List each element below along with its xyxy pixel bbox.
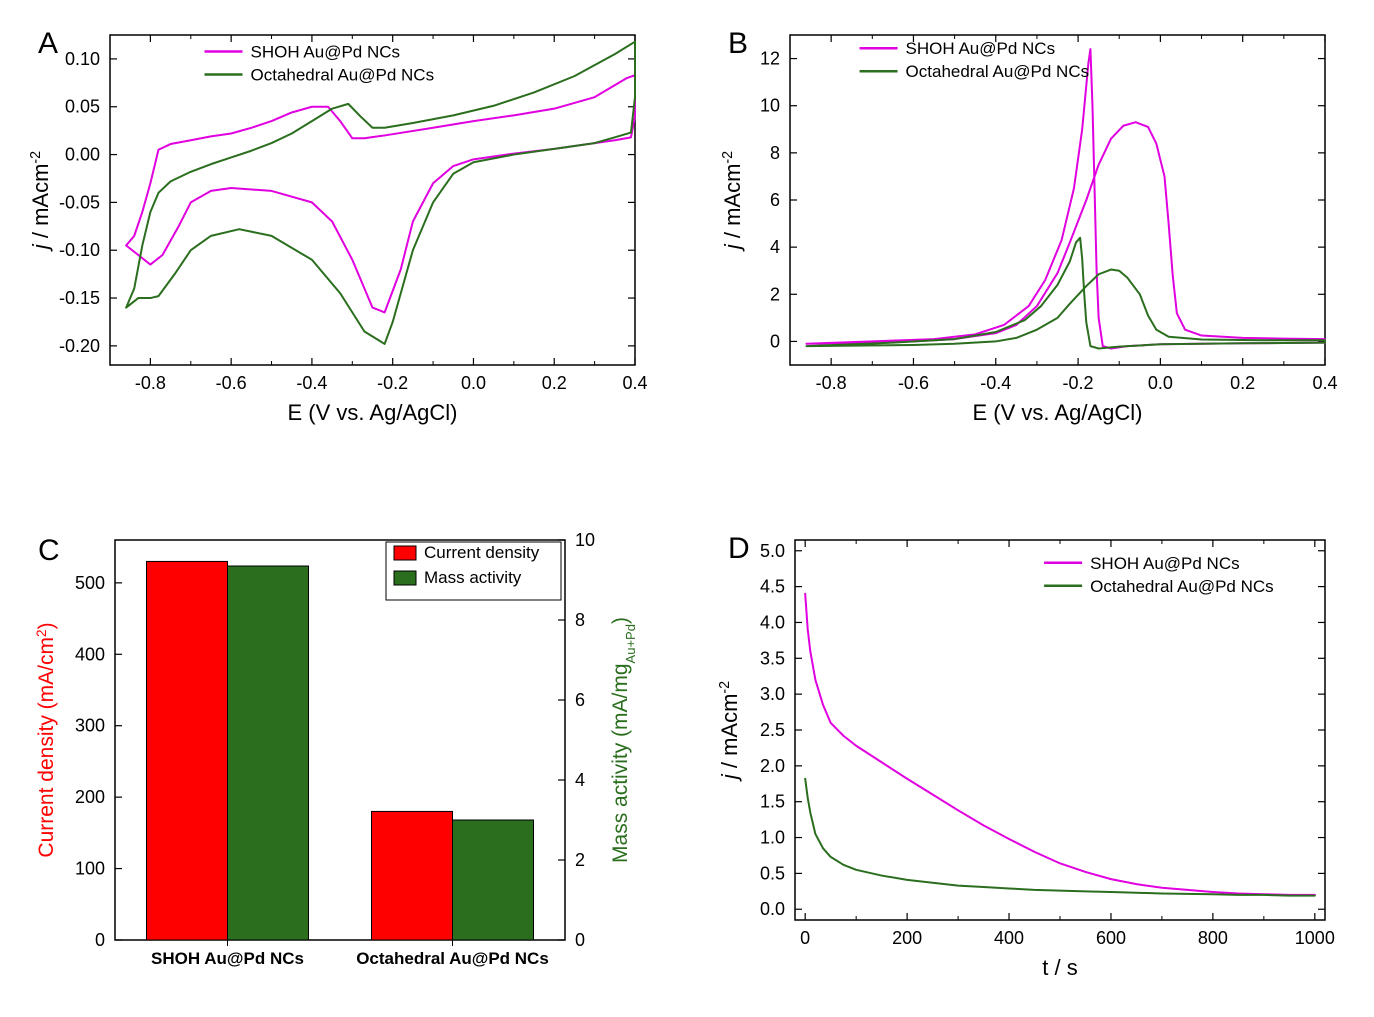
panel-a: -0.8 -0.6 -0.4 -0.2 0.0 0.2 0.4 -0.20 -0.15 -0.10…: [20, 15, 660, 445]
svg-text:t / s: t / s: [1042, 955, 1077, 980]
svg-text:4: 4: [575, 770, 585, 790]
svg-text:2.0: 2.0: [760, 756, 785, 776]
panel-c: 0 100 200 300 400 500 0 2 4 6 8 10 SHOH Au@Pd NCs Oct…: [20, 520, 660, 1000]
svg-text:8: 8: [575, 610, 585, 630]
svg-text:Octahedral Au@Pd NCs: Octahedral Au@Pd NCs: [251, 66, 435, 85]
svg-text:1.0: 1.0: [760, 828, 785, 848]
svg-text:0.0: 0.0: [760, 899, 785, 919]
svg-text:-0.10: -0.10: [59, 240, 100, 260]
svg-text:Mass activity: Mass activity: [424, 568, 522, 587]
svg-text:2.5: 2.5: [760, 720, 785, 740]
svg-text:-0.05: -0.05: [59, 192, 100, 212]
svg-text:300: 300: [75, 716, 105, 736]
svg-text:Octahedral Au@Pd NCs: Octahedral Au@Pd NCs: [1090, 577, 1274, 596]
svg-text:-0.20: -0.20: [59, 336, 100, 356]
svg-text:600: 600: [1096, 928, 1126, 948]
svg-text:E (V vs. Ag/AgCl): E (V vs. Ag/AgCl): [973, 400, 1143, 425]
svg-text:0.4: 0.4: [622, 373, 647, 393]
svg-text:5.0: 5.0: [760, 541, 785, 561]
svg-text:-0.6: -0.6: [216, 373, 247, 393]
svg-text:C: C: [38, 534, 60, 567]
svg-text:800: 800: [1198, 928, 1228, 948]
svg-text:1000: 1000: [1295, 928, 1335, 948]
svg-text:2: 2: [770, 284, 780, 304]
panel-b: -0.8 -0.6 -0.4 -0.2 0.0 0.2 0.4 0 2 4 6 8 10 12 E (V v…: [710, 15, 1350, 445]
svg-text:200: 200: [75, 787, 105, 807]
svg-text:-0.8: -0.8: [816, 373, 847, 393]
svg-text:10: 10: [575, 530, 595, 550]
svg-text:0.2: 0.2: [1230, 373, 1255, 393]
svg-text:10: 10: [760, 96, 780, 116]
svg-text:SHOH Au@Pd NCs: SHOH Au@Pd NCs: [151, 949, 304, 968]
svg-text:0.5: 0.5: [760, 863, 785, 883]
svg-text:0.0: 0.0: [461, 373, 486, 393]
svg-text:0: 0: [95, 930, 105, 950]
svg-text:-0.2: -0.2: [1063, 373, 1094, 393]
svg-text:0: 0: [770, 331, 780, 351]
svg-text:-0.4: -0.4: [296, 373, 327, 393]
svg-text:4: 4: [770, 237, 780, 257]
svg-text:0: 0: [575, 930, 585, 950]
svg-text:400: 400: [75, 644, 105, 664]
svg-text:8: 8: [770, 143, 780, 163]
panel-d: 0 200 400 600 800 1000 0.0 0.5 1.0 1.5 2.0 2.5 3.0 3.…: [710, 520, 1350, 1000]
svg-text:j / mAcm-2: j / mAcm-2: [717, 681, 742, 782]
svg-text:0.10: 0.10: [65, 49, 100, 69]
svg-text:0.05: 0.05: [65, 97, 100, 117]
svg-text:SHOH Au@Pd NCs: SHOH Au@Pd NCs: [906, 39, 1056, 58]
svg-text:6: 6: [770, 190, 780, 210]
svg-text:0: 0: [800, 928, 810, 948]
svg-text:D: D: [728, 532, 750, 565]
svg-text:j / mAcm-2: j / mAcm-2: [720, 151, 745, 252]
svg-text:E (V vs. Ag/AgCl): E (V vs. Ag/AgCl): [288, 400, 458, 425]
svg-text:0.00: 0.00: [65, 145, 100, 165]
svg-text:-0.8: -0.8: [135, 373, 166, 393]
svg-text:4.5: 4.5: [760, 577, 785, 597]
svg-text:-0.15: -0.15: [59, 288, 100, 308]
svg-text:6: 6: [575, 690, 585, 710]
svg-text:0.4: 0.4: [1312, 373, 1337, 393]
svg-text:200: 200: [892, 928, 922, 948]
svg-text:SHOH Au@Pd NCs: SHOH Au@Pd NCs: [251, 43, 401, 62]
svg-text:0.0: 0.0: [1148, 373, 1173, 393]
svg-text:Octahedral Au@Pd NCs: Octahedral Au@Pd NCs: [906, 62, 1090, 81]
svg-text:400: 400: [994, 928, 1024, 948]
svg-text:3.0: 3.0: [760, 684, 785, 704]
svg-text:Octahedral Au@Pd NCs: Octahedral Au@Pd NCs: [356, 949, 549, 968]
svg-text:3.5: 3.5: [760, 648, 785, 668]
svg-text:0.2: 0.2: [542, 373, 567, 393]
svg-text:Current density (mA/cm2): Current density (mA/cm2): [34, 622, 59, 857]
svg-text:4.0: 4.0: [760, 612, 785, 632]
svg-text:Current density: Current density: [424, 543, 540, 562]
svg-text:SHOH Au@Pd NCs: SHOH Au@Pd NCs: [1090, 554, 1240, 573]
svg-text:-0.6: -0.6: [898, 373, 929, 393]
svg-text:100: 100: [75, 859, 105, 879]
svg-text:j / mAcm-2: j / mAcm-2: [28, 151, 53, 252]
figure-root: -0.8-0.6-0.4-0.20.00.20.4-0.20-0.15-0.10…: [0, 0, 1374, 1017]
svg-text:500: 500: [75, 573, 105, 593]
svg-text:-0.4: -0.4: [980, 373, 1011, 393]
svg-text:A: A: [38, 27, 58, 60]
svg-text:-0.2: -0.2: [377, 373, 408, 393]
svg-text:B: B: [728, 27, 748, 60]
svg-text:Mass activity (mA/mgAu+Pd): Mass activity (mA/mgAu+Pd): [609, 617, 638, 863]
svg-text:1.5: 1.5: [760, 792, 785, 812]
svg-text:12: 12: [760, 49, 780, 69]
svg-text:2: 2: [575, 850, 585, 870]
